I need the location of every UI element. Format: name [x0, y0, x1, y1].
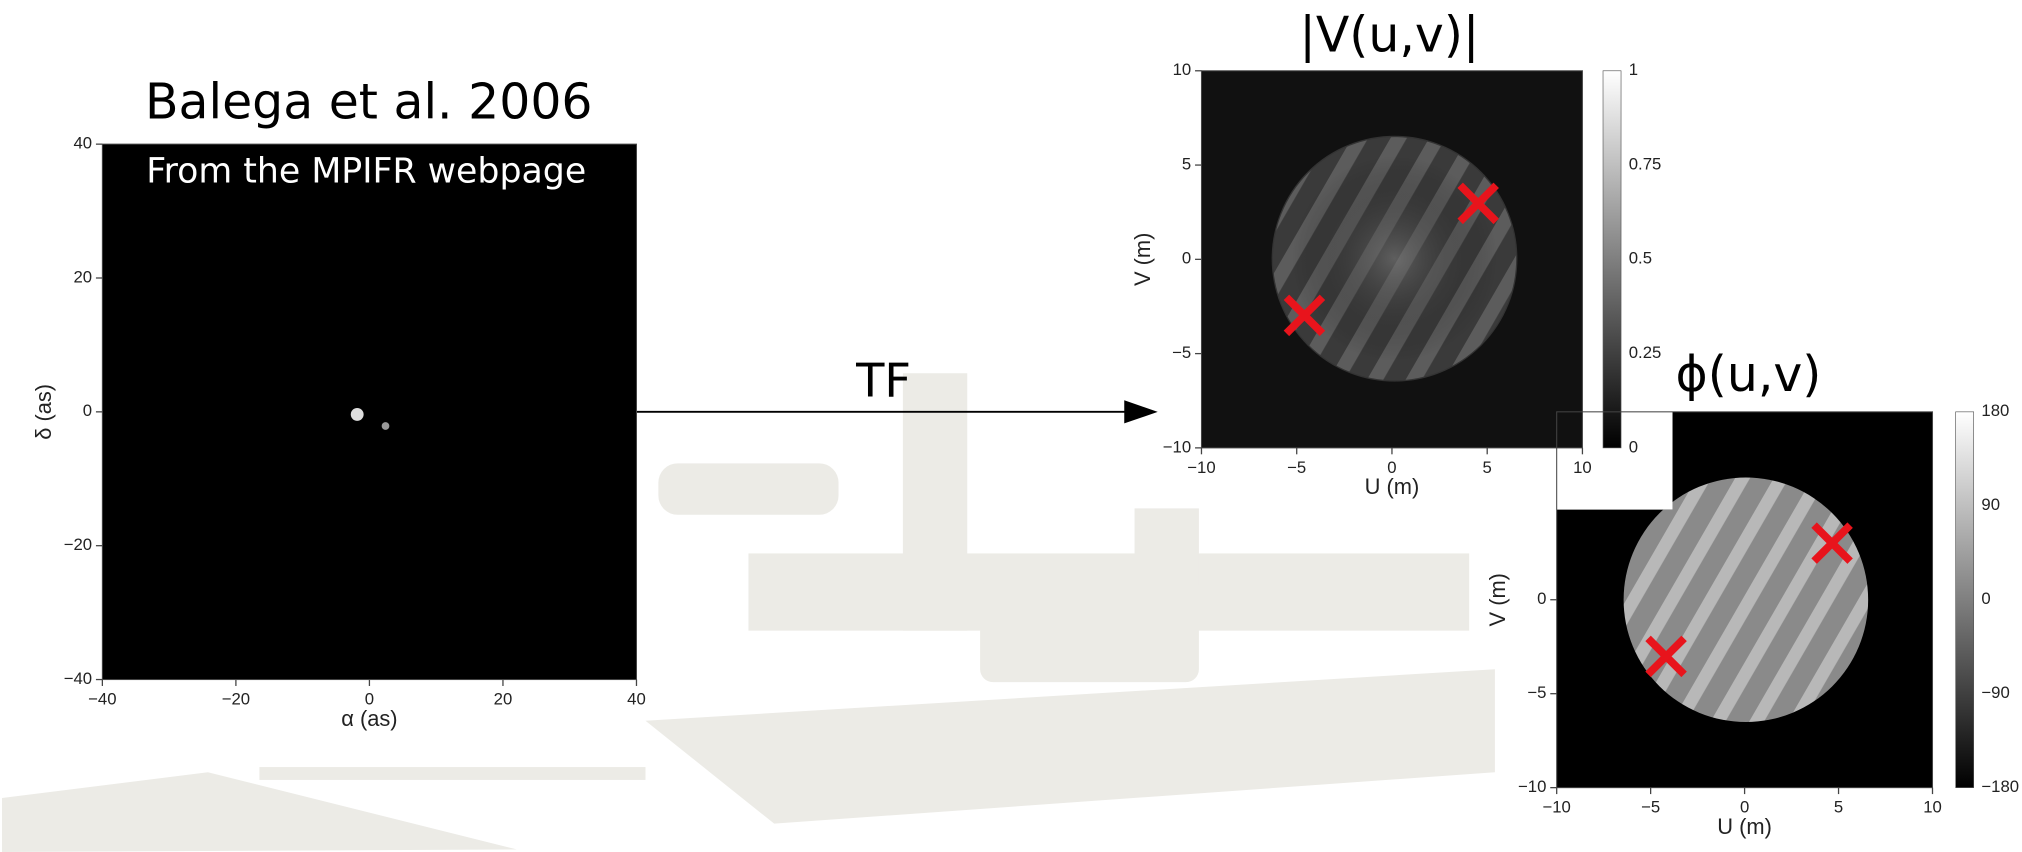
y-tick-label: 10: [1173, 60, 1192, 79]
colorbar-label: 180: [1981, 401, 2009, 420]
cross-marker: [1645, 635, 1687, 678]
colorbar: [1602, 70, 1622, 449]
y-axis-label: V (m): [1130, 233, 1155, 286]
arrow-label: TF: [855, 353, 911, 407]
x-tick-label: −10: [1543, 798, 1571, 817]
x-tick-label: 0: [1740, 798, 1749, 817]
panel-title: ϕ(u,v): [1676, 346, 1822, 403]
panel-title: |V(u,v)|: [1299, 6, 1479, 63]
x-tick-label: 10: [1923, 798, 1942, 817]
colorbar-label: 0.25: [1629, 343, 1662, 362]
x-tick-label: −5: [1641, 798, 1660, 817]
y-tick-label: 40: [73, 134, 92, 153]
x-tick-label: −10: [1187, 458, 1215, 477]
x-tick-label: 20: [494, 690, 513, 709]
cross-marker: [1811, 522, 1853, 564]
arrow-head: [1124, 400, 1158, 424]
y-tick-label: −10: [1518, 777, 1546, 796]
x-tick-label: 5: [1834, 798, 1843, 817]
colorbar: [1955, 411, 1975, 788]
speckle-image: [102, 144, 637, 680]
x-tick-label: 40: [627, 690, 646, 709]
y-tick-label: −20: [64, 535, 92, 554]
panel-caption: From the MPIFR webpage: [146, 152, 586, 192]
background-silhouette: [1, 373, 1495, 852]
cross-marker: [1283, 294, 1326, 337]
colorbar-label: 0: [1629, 437, 1638, 456]
cross-marker: [1457, 182, 1499, 225]
y-tick-label: −5: [1527, 683, 1546, 702]
x-tick-label: 0: [1387, 458, 1396, 477]
x-axis-label: U (m): [1717, 814, 1772, 839]
x-tick-label: −20: [222, 690, 250, 709]
y-tick-label: −10: [1163, 437, 1191, 456]
y-tick-label: 0: [83, 401, 92, 420]
x-axis-label: α (as): [341, 706, 397, 731]
x-tick-label: 0: [365, 690, 374, 709]
star: [350, 407, 364, 421]
y-tick-label: −40: [64, 669, 92, 688]
y-tick-label: 0: [1182, 249, 1191, 268]
star: [381, 422, 390, 430]
colorbar-label: 0.75: [1629, 154, 1662, 173]
y-tick-label: 0: [1537, 589, 1546, 608]
colorbar-label: −180: [1981, 777, 2019, 796]
x-tick-label: −40: [88, 690, 116, 709]
amplitude-glow: [1291, 155, 1498, 362]
y-axis-label: V (m): [1485, 573, 1510, 626]
panel-title: Balega et al. 2006: [145, 73, 593, 130]
x-tick-label: 10: [1573, 458, 1592, 477]
y-tick-label: 5: [1182, 154, 1191, 173]
colorbar-label: 1: [1629, 60, 1638, 79]
x-axis-label: U (m): [1365, 474, 1420, 499]
colorbar-label: 90: [1981, 495, 2000, 514]
x-tick-label: −5: [1287, 458, 1306, 477]
colorbar-label: 0.5: [1629, 249, 1652, 268]
y-axis-label: δ (as): [31, 384, 56, 440]
colorbar-label: 0: [1981, 589, 1990, 608]
phase-image: [1556, 411, 1933, 788]
y-tick-label: −5: [1172, 343, 1191, 362]
y-tick-label: 20: [73, 267, 92, 286]
colorbar-label: −90: [1981, 683, 2009, 702]
x-tick-label: 5: [1483, 458, 1492, 477]
